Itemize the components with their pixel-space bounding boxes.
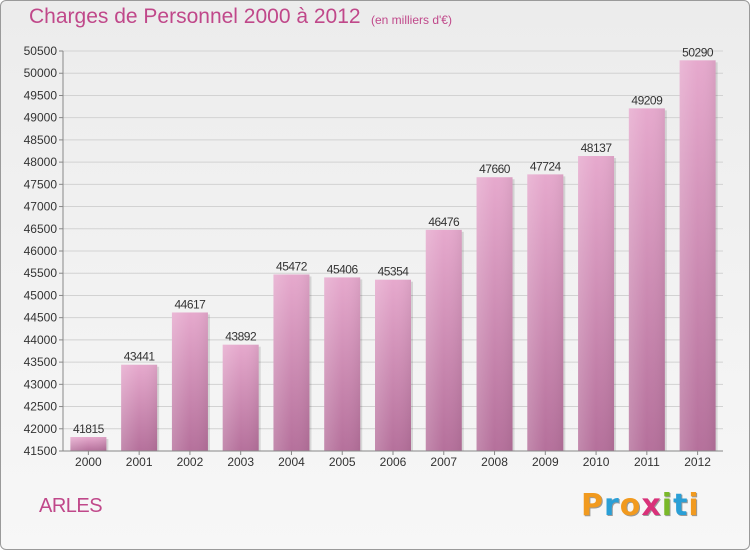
proxiti-logo[interactable]: Proxiti: [581, 488, 700, 523]
bar-highlight: [171, 312, 208, 451]
y-tick-label: 45000: [24, 288, 58, 302]
y-tick-label: 44000: [24, 333, 58, 347]
logo-letter: i: [661, 488, 674, 523]
data-label: 46476: [428, 215, 460, 229]
x-tick-label: 2008: [481, 455, 508, 469]
data-label: 45354: [378, 265, 410, 279]
y-axis-ticks: 41500 42000 42500 43000 43500 44000 44500 45000…: [24, 44, 64, 458]
x-tick-label: 2006: [380, 455, 407, 469]
logo-letter: x: [641, 488, 662, 523]
bar-highlight: [70, 437, 107, 451]
y-tick-label: 42500: [24, 400, 58, 414]
logo-letter: r: [604, 488, 620, 523]
y-tick-label: 41500: [24, 444, 58, 458]
bar-highlight: [273, 274, 310, 451]
bar-highlight: [679, 60, 716, 451]
x-tick-label: 2011: [634, 455, 660, 469]
bar-highlight: [222, 344, 259, 451]
y-tick-label: 46500: [24, 222, 58, 236]
y-tick-label: 45500: [24, 266, 58, 280]
x-tick-label: 2003: [227, 455, 254, 469]
y-tick-label: 42000: [24, 422, 58, 436]
y-tick-label: 47000: [24, 200, 58, 214]
logo-letter: i: [688, 488, 700, 523]
bar-highlight: [476, 177, 513, 451]
data-label: 47724: [530, 159, 562, 173]
logo-letter: t: [673, 488, 689, 523]
data-label: 47660: [479, 162, 511, 176]
y-tick-label: 44500: [24, 311, 58, 325]
logo-letter: P: [581, 488, 604, 523]
x-tick-label: 2009: [532, 455, 559, 469]
bar-highlight: [121, 364, 158, 451]
chart-subtitle: (en milliers d'€): [371, 13, 452, 27]
y-tick-label: 46000: [24, 244, 58, 258]
data-label: 43892: [225, 330, 257, 344]
x-tick-label: 2000: [75, 455, 102, 469]
y-tick-label: 47500: [24, 177, 58, 191]
data-label: 50290: [682, 45, 714, 59]
x-tick-label: 2007: [430, 455, 457, 469]
y-tick-label: 43000: [24, 377, 58, 391]
city-name: ARLES: [39, 495, 103, 517]
data-label: 48137: [581, 141, 613, 155]
x-tick-label: 2001: [126, 455, 153, 469]
data-label: 43441: [124, 350, 156, 364]
bars: 41815 43441 44617 43892 45472 45406 45354 46476…: [70, 45, 718, 451]
bar-chart: 41500 42000 42500 43000 43500 44000 44500 45000…: [24, 44, 723, 469]
bar-highlight: [324, 277, 361, 451]
bar-highlight: [425, 229, 462, 451]
y-tick-label: 43500: [24, 355, 58, 369]
x-tick-label: 2005: [329, 455, 356, 469]
chart-title: Charges de Personnel 2000 à 2012: [29, 5, 361, 28]
x-tick-label: 2002: [177, 455, 204, 469]
y-tick-label: 48000: [24, 155, 58, 169]
x-tick-label: 2004: [278, 455, 305, 469]
y-tick-label: 49000: [24, 111, 58, 125]
x-axis-ticks: 2000 2001 2002 2003 2004 2005 2006 2007 2008 2009…: [63, 450, 723, 469]
y-tick-label: 50000: [24, 66, 58, 80]
y-tick-label: 48500: [24, 133, 58, 147]
y-tick-label: 50500: [24, 44, 58, 58]
data-label: 41815: [73, 422, 105, 436]
bar-highlight: [578, 156, 615, 451]
data-label: 45406: [327, 262, 359, 276]
data-label: 49209: [631, 93, 663, 107]
bar-highlight: [628, 108, 665, 451]
logo-letter: o: [619, 488, 642, 523]
y-tick-label: 49500: [24, 88, 58, 102]
bar-highlight: [375, 279, 411, 451]
data-label: 45472: [276, 259, 308, 273]
x-tick-label: 2010: [583, 455, 610, 469]
bar-highlight: [527, 174, 564, 451]
data-label: 44617: [174, 297, 206, 311]
x-tick-label: 2012: [684, 455, 711, 469]
